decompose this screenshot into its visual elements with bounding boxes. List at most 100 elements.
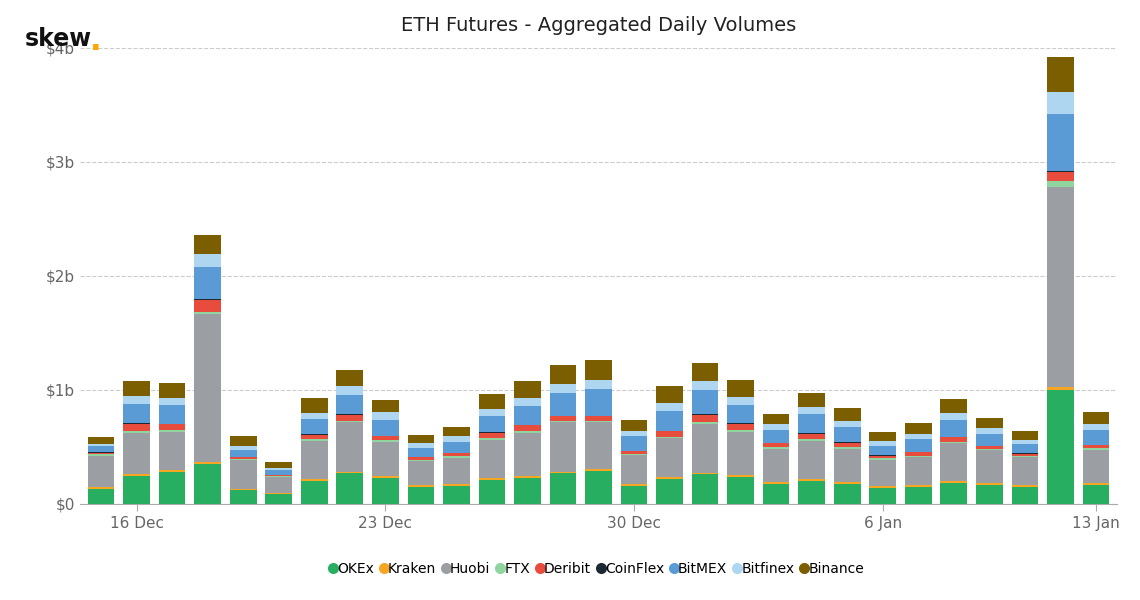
Bar: [870, 458, 896, 460]
Bar: [870, 455, 896, 458]
Bar: [407, 435, 434, 443]
Bar: [1083, 412, 1109, 424]
Bar: [230, 459, 256, 460]
Bar: [905, 423, 931, 434]
Bar: [870, 487, 896, 488]
Bar: [479, 480, 505, 504]
Bar: [798, 407, 825, 414]
Bar: [763, 443, 790, 448]
Bar: [336, 422, 364, 472]
Bar: [763, 430, 790, 443]
Bar: [266, 493, 292, 494]
Bar: [976, 451, 1002, 484]
Text: .: .: [90, 27, 101, 56]
Bar: [549, 473, 577, 504]
Bar: [336, 370, 364, 386]
Bar: [88, 487, 114, 489]
Bar: [657, 431, 683, 437]
Bar: [976, 418, 1002, 428]
Bar: [123, 433, 150, 474]
Bar: [266, 462, 292, 468]
Bar: [336, 386, 364, 395]
Bar: [976, 449, 1002, 451]
Bar: [549, 422, 577, 472]
Bar: [763, 448, 790, 449]
Bar: [905, 487, 931, 504]
Bar: [620, 420, 648, 431]
Bar: [833, 484, 861, 504]
Bar: [407, 461, 434, 485]
Bar: [727, 475, 754, 476]
Bar: [407, 457, 434, 460]
Bar: [1047, 181, 1074, 187]
Bar: [266, 494, 292, 504]
Bar: [833, 443, 861, 448]
Bar: [798, 414, 825, 433]
Bar: [585, 361, 612, 380]
Bar: [549, 472, 577, 473]
Bar: [833, 448, 861, 449]
Bar: [158, 383, 186, 398]
Bar: [1011, 444, 1039, 453]
Bar: [1047, 172, 1074, 181]
Bar: [657, 386, 683, 403]
Bar: [727, 380, 754, 397]
Bar: [940, 398, 967, 413]
Bar: [372, 478, 399, 504]
Bar: [727, 430, 754, 431]
Bar: [230, 460, 256, 490]
Bar: [123, 396, 150, 404]
Bar: [443, 484, 470, 486]
Bar: [940, 442, 967, 443]
Bar: [657, 479, 683, 504]
Bar: [266, 475, 292, 476]
Bar: [1047, 386, 1074, 390]
Bar: [657, 403, 683, 411]
Bar: [798, 392, 825, 407]
Bar: [1011, 456, 1039, 457]
Bar: [88, 437, 114, 444]
Bar: [620, 454, 648, 455]
Bar: [976, 485, 1002, 504]
Bar: [692, 415, 718, 422]
Bar: [301, 441, 327, 479]
Bar: [443, 442, 470, 452]
Bar: [763, 413, 790, 424]
Bar: [585, 422, 612, 469]
Bar: [336, 421, 364, 422]
Bar: [372, 419, 399, 436]
Bar: [798, 441, 825, 479]
Bar: [514, 431, 540, 433]
Bar: [158, 398, 186, 406]
Bar: [372, 442, 399, 476]
Bar: [301, 439, 327, 441]
Bar: [1011, 485, 1039, 487]
Bar: [407, 460, 434, 461]
Bar: [336, 415, 364, 421]
Bar: [123, 424, 150, 431]
Bar: [549, 416, 577, 421]
Bar: [479, 438, 505, 440]
Bar: [1011, 457, 1039, 485]
Bar: [585, 469, 612, 471]
Bar: [549, 384, 577, 393]
Bar: [905, 434, 931, 439]
Bar: [443, 436, 470, 442]
Bar: [1083, 448, 1109, 450]
Bar: [514, 382, 540, 398]
Bar: [301, 481, 327, 504]
Bar: [88, 452, 114, 454]
Bar: [443, 458, 470, 484]
Bar: [372, 440, 399, 442]
Bar: [158, 470, 186, 472]
Bar: [692, 473, 718, 475]
Bar: [443, 453, 470, 457]
Bar: [407, 485, 434, 487]
Bar: [443, 486, 470, 504]
Bar: [514, 398, 540, 406]
Bar: [940, 481, 967, 483]
Bar: [372, 436, 399, 440]
Title: ETH Futures - Aggregated Daily Volumes: ETH Futures - Aggregated Daily Volumes: [401, 16, 796, 35]
Bar: [195, 313, 221, 314]
Bar: [798, 439, 825, 441]
